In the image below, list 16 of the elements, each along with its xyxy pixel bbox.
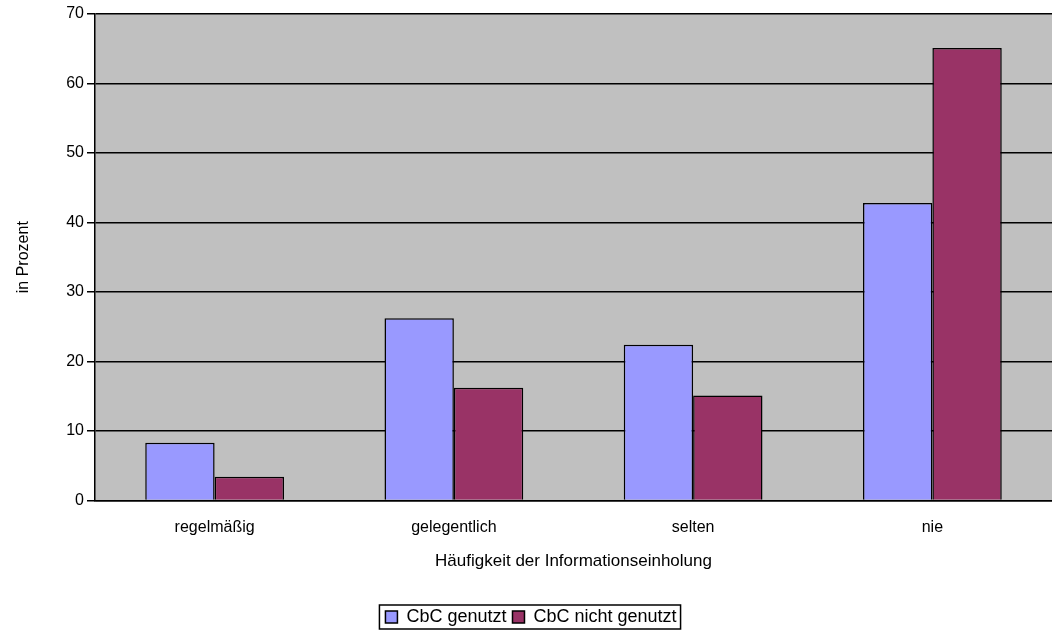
x-tick-label: gelegentlich xyxy=(411,518,497,536)
y-tick-label: 60 xyxy=(66,73,85,91)
y-tick-label: 50 xyxy=(66,143,85,161)
legend-label: CbC genutzt xyxy=(406,605,507,626)
y-tick-label: 20 xyxy=(66,351,85,369)
x-tick-label: nie xyxy=(921,518,944,536)
x-tick-label: regelmäßig xyxy=(174,518,255,536)
legend-label: CbC nicht genutzt xyxy=(533,605,677,626)
y-tick-label: 30 xyxy=(66,282,85,300)
x-axis-title: Häufigkeit der Informationseinholung xyxy=(435,551,712,571)
y-tick-label: 70 xyxy=(66,4,85,22)
x-tick-label: selten xyxy=(671,518,715,536)
y-axis-title: in Prozent xyxy=(14,220,32,294)
y-tick-label: 0 xyxy=(75,490,85,508)
y-tick-label: 40 xyxy=(66,212,85,230)
y-tick-label: 10 xyxy=(66,421,85,439)
